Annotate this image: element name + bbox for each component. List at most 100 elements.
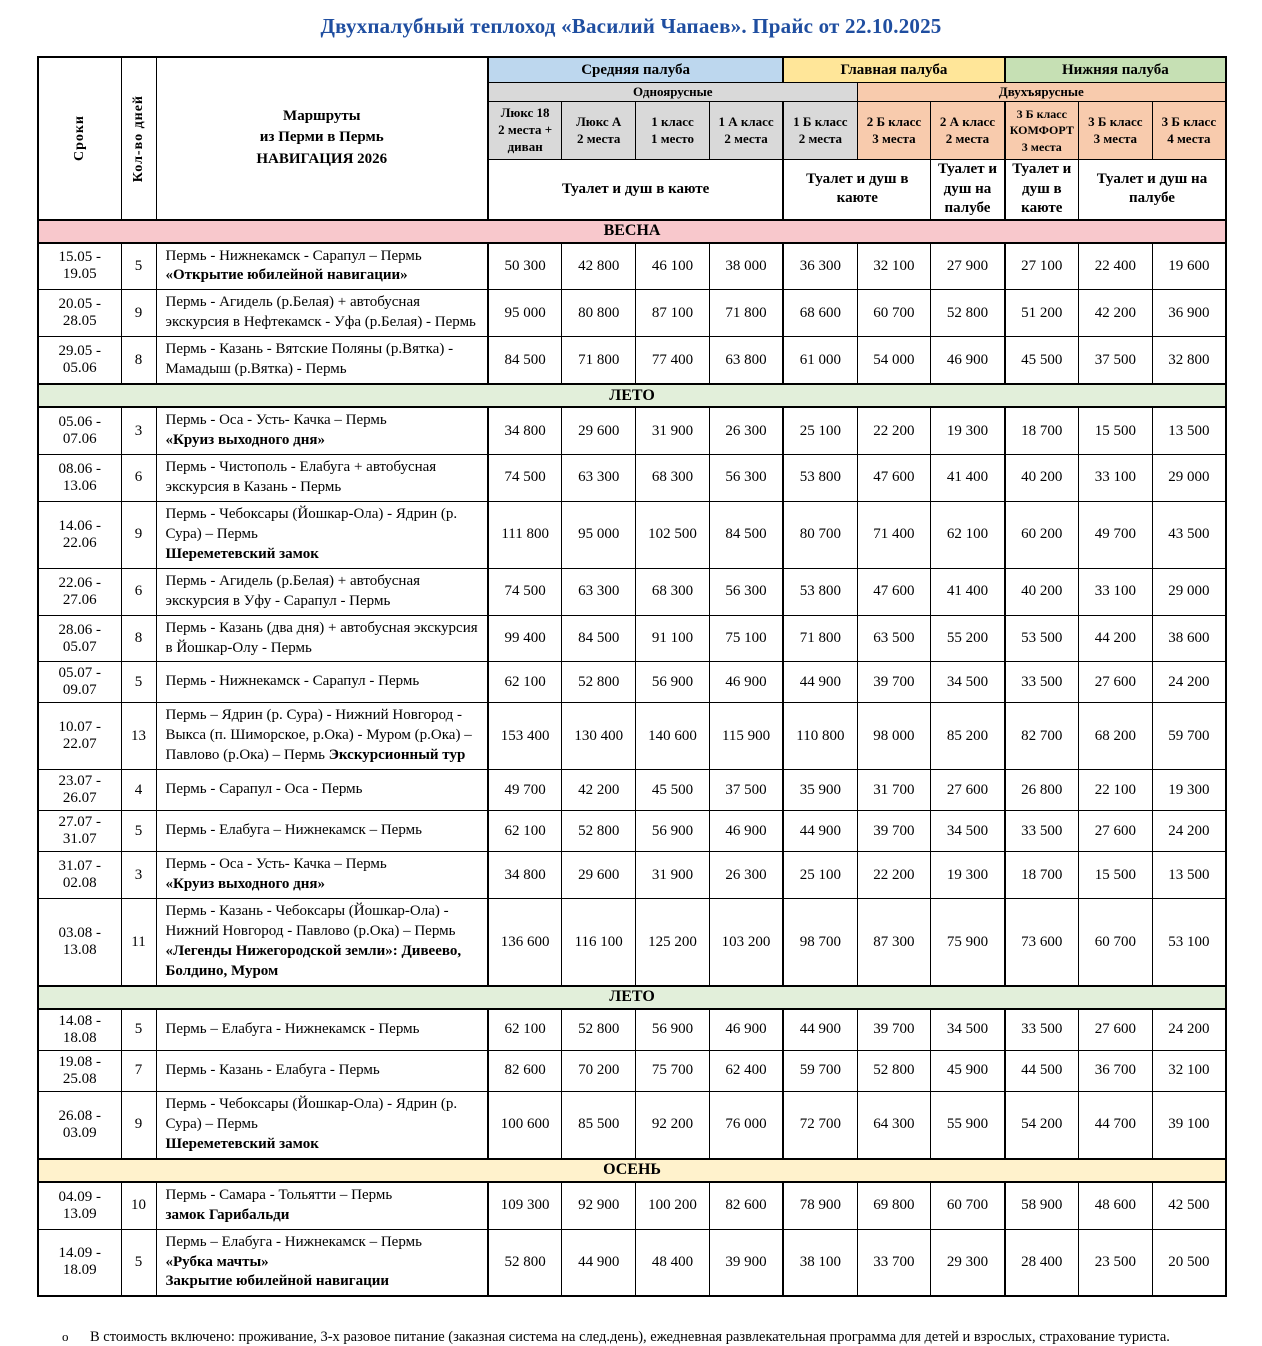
- class-header-line: 1 Б класс: [793, 113, 848, 129]
- class-header-line: 1 класс: [651, 113, 694, 129]
- deck-header: Нижняя палуба: [1003, 56, 1227, 83]
- price-cell: 111 800: [487, 500, 563, 569]
- price-cell: 27 600: [1077, 1008, 1153, 1051]
- price-cell: 58 900: [1003, 1181, 1079, 1230]
- price-cell: 52 800: [930, 289, 1006, 338]
- cruise-days: 8: [120, 614, 157, 663]
- cruise-dates: 27.07 - 31.07: [37, 810, 122, 853]
- price-cell: 82 700: [1003, 702, 1079, 771]
- cruise-dates: 14.06 - 22.06: [37, 500, 122, 569]
- price-cell: 34 500: [930, 810, 1006, 853]
- price-cell: 31 700: [856, 769, 932, 812]
- cruise-days: 9: [120, 1090, 157, 1160]
- route-text: Пермь – Ядрин (р. Сура) - Нижний Новгоро…: [165, 707, 472, 764]
- price-cell: 44 900: [782, 1008, 858, 1051]
- price-cell: 22 200: [856, 851, 932, 900]
- price-cell: 32 100: [856, 241, 932, 291]
- season-row: ЛЕТО: [37, 383, 1227, 409]
- price-cell: 98 700: [782, 898, 858, 987]
- route-text: Пермь - Чебоксары (Йошкар-Ола) - Ядрин (…: [165, 1095, 458, 1132]
- price-cell: 20 500: [1151, 1228, 1227, 1297]
- price-cell: 18 700: [1003, 406, 1079, 456]
- price-cell: 27 600: [930, 769, 1006, 812]
- price-cell: 75 900: [930, 898, 1006, 987]
- price-cell: 36 300: [782, 241, 858, 291]
- price-cell: 33 500: [1003, 661, 1079, 704]
- amenity-row: Туалет и душ в каюте Туалет и душ в каюте…: [38, 159, 1227, 221]
- price-cell: 115 900: [708, 702, 784, 771]
- price-cell: 130 400: [561, 702, 637, 771]
- cruise-row: 31.07 - 02.08 3 Пермь - Оса - Усть- Качка …: [37, 851, 1227, 900]
- route-highlight: Закрытие юбилейной навигации: [165, 1273, 390, 1290]
- price-cell: 92 900: [561, 1181, 637, 1230]
- route-highlight: «Круиз выходного дня»: [165, 876, 326, 893]
- table-body: ВЕСНА 15.05 - 19.05 5 Пермь - Нижнекамск - …: [37, 218, 1227, 1297]
- price-cell: 22 100: [1077, 769, 1153, 812]
- cruise-dates: 14.09 - 18.09: [37, 1228, 122, 1297]
- price-cell: 46 100: [635, 241, 710, 291]
- cruise-row: 14.06 - 22.06 9 Пермь - Чебоксары (Йошкар-…: [37, 500, 1227, 569]
- price-cell: 85 200: [930, 702, 1006, 771]
- class-header-line: 3 Б класс: [1016, 107, 1067, 122]
- price-cell: 54 200: [1003, 1090, 1079, 1160]
- cruise-days: 6: [120, 454, 157, 502]
- season-label: ЛЕТО: [37, 984, 1227, 1010]
- cruise-route: Пермь - Оса - Усть- Качка – Пермь «Круиз …: [155, 406, 489, 456]
- price-cell: 71 800: [561, 336, 637, 385]
- price-cell: 62 100: [487, 661, 563, 704]
- price-cell: 27 600: [1077, 661, 1153, 704]
- price-cell: 41 400: [930, 454, 1006, 502]
- cruise-row: 14.08 - 18.08 5 Пермь – Елабуга - Нижнекам…: [37, 1008, 1227, 1051]
- price-cell: 76 000: [708, 1090, 784, 1160]
- cruise-dates: 23.07 - 26.07: [37, 769, 122, 812]
- price-cell: 70 200: [561, 1049, 637, 1092]
- price-cell: 73 600: [1003, 898, 1079, 987]
- price-cell: 85 500: [561, 1090, 637, 1160]
- price-cell: 29 000: [1151, 454, 1227, 502]
- price-cell: 54 000: [856, 336, 932, 385]
- price-cell: 22 400: [1077, 241, 1153, 291]
- cruise-row: 04.09 - 13.09 10 Пермь - Самара - Тольятти…: [37, 1181, 1227, 1230]
- price-cell: 49 700: [487, 769, 563, 812]
- price-cell: 87 300: [856, 898, 932, 987]
- route-text: Пермь - Нижнекамск - Сарапул – Пермь: [165, 247, 422, 264]
- dates-column-label: Сроки: [71, 115, 87, 162]
- cruise-dates: 20.05 - 28.05: [37, 289, 122, 338]
- route-highlight: «Рубка мачты»: [165, 1253, 269, 1270]
- price-cell: 37 500: [1077, 336, 1153, 385]
- price-cell: 34 500: [930, 661, 1006, 704]
- price-cell: 56 300: [708, 567, 784, 616]
- season-label: ОСЕНЬ: [37, 1157, 1227, 1183]
- price-cell: 26 300: [708, 851, 784, 900]
- route-text: Пермь - Казань - Вятские Поляны (р.Вятка…: [165, 341, 454, 378]
- cruise-dates: 04.09 - 13.09: [37, 1181, 122, 1230]
- price-cell: 52 800: [487, 1228, 563, 1297]
- price-cell: 29 600: [561, 851, 637, 900]
- cruise-row: 28.06 - 05.07 8 Пермь - Казань (два дня) +…: [37, 614, 1227, 663]
- cruise-route: Пермь - Самара - Тольятти – Пермь замок Г…: [155, 1181, 489, 1230]
- price-cell: 84 500: [487, 336, 563, 385]
- route-text: Пермь - Казань (два дня) + автобусная эк…: [165, 619, 478, 656]
- class-header-line: 1 А класс: [718, 113, 774, 129]
- price-cell: 24 200: [1151, 1008, 1227, 1051]
- price-cell: 71 800: [782, 614, 858, 663]
- price-cell: 45 900: [930, 1049, 1006, 1092]
- class-header-line: 3 Б класс: [1161, 113, 1217, 129]
- cruise-dates: 28.06 - 05.07: [37, 614, 122, 663]
- class-header-line: 2 места: [945, 130, 990, 146]
- price-cell: 46 900: [708, 810, 784, 853]
- price-cell: 29 300: [930, 1228, 1006, 1297]
- cruise-route: Пермь - Агидель (р.Белая) + автобусная э…: [155, 567, 489, 616]
- price-cell: 63 800: [708, 336, 784, 385]
- price-cell: 33 500: [1003, 1008, 1079, 1051]
- cruise-row: 19.08 - 25.08 7 Пермь - Казань - Елабуга -…: [37, 1049, 1227, 1092]
- cruise-row: 03.08 - 13.08 11 Пермь - Казань - Чебоксар…: [37, 898, 1227, 987]
- price-cell: 25 100: [782, 851, 858, 900]
- price-cell: 46 900: [708, 661, 784, 704]
- price-cell: 27 900: [930, 241, 1006, 291]
- price-cell: 38 100: [782, 1228, 858, 1297]
- cruise-row: 15.05 - 19.05 5 Пермь - Нижнекамск - Сарап…: [37, 241, 1227, 291]
- price-cell: 52 800: [561, 1008, 637, 1051]
- cruise-route: Пермь - Казань - Вятские Поляны (р.Вятка…: [155, 336, 489, 385]
- price-cell: 68 600: [782, 289, 858, 338]
